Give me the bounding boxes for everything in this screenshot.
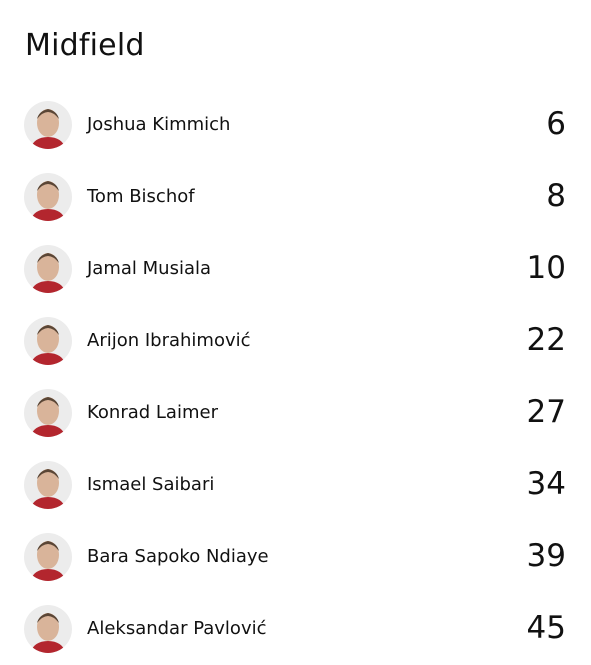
player-number: 27 [526,394,566,430]
player-name: Tom Bischof [87,186,195,207]
player-row[interactable]: Tom Bischof 8 [0,161,591,233]
section-title: Midfield [25,28,145,63]
player-name: Arijon Ibrahimović [87,330,251,351]
player-row[interactable]: Joshua Kimmich 6 [0,89,591,161]
player-name: Bara Sapoko Ndiaye [87,546,269,567]
player-number: 6 [546,106,566,142]
player-row[interactable]: Ismael Saibari 34 [0,449,591,521]
player-avatar [24,173,72,221]
player-row[interactable]: Jamal Musiala 10 [0,233,591,305]
player-row[interactable]: Aleksandar Pavlović 45 [0,593,591,665]
player-name: Jamal Musiala [87,258,212,279]
player-number: 8 [546,178,566,214]
page: Midfield Joshua Kimmich 6 Tom Bischof 8 Jama… [0,28,591,653]
player-row[interactable]: Arijon Ibrahimović 22 [0,305,591,377]
player-number: 45 [526,610,566,646]
player-row[interactable]: Konrad Laimer 27 [0,377,591,449]
player-name: Joshua Kimmich [87,114,231,135]
player-name: Aleksandar Pavlović [87,618,267,639]
player-name: Konrad Laimer [87,402,218,423]
player-number: 39 [526,538,566,574]
player-avatar [24,101,72,149]
player-avatar [24,461,72,509]
player-number: 22 [526,322,566,358]
player-number: 34 [526,466,566,502]
player-avatar [24,317,72,365]
player-number: 10 [526,250,566,286]
player-row[interactable]: Bara Sapoko Ndiaye 39 [0,521,591,593]
player-avatar [24,605,72,653]
player-avatar [24,533,72,581]
player-name: Ismael Saibari [87,474,215,495]
player-avatar [24,245,72,293]
player-avatar [24,389,72,437]
